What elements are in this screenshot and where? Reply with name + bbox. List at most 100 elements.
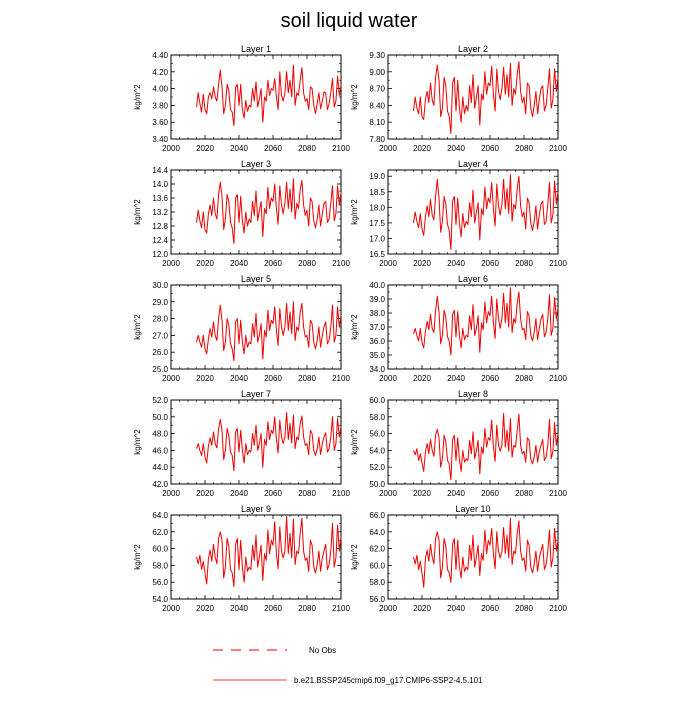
y-tick-label: 36.0: [369, 337, 385, 346]
x-tick-label: 2040: [447, 144, 465, 153]
panel-layer-3: Layer 3 2000 2020 2040 2060 2080 2100 12.0 12.4 1…: [133, 159, 350, 268]
x-tick-label: 2080: [298, 489, 316, 498]
x-tick-label: 2040: [230, 144, 248, 153]
x-tick-label: 2100: [549, 604, 567, 613]
y-tick-label: 12.4: [152, 236, 168, 245]
panel-title: Layer 3: [241, 159, 271, 169]
x-tick-label: 2040: [230, 604, 248, 613]
x-tick-label: 2020: [196, 604, 214, 613]
panel-title: Layer 1: [241, 44, 271, 54]
x-tick-label: 2020: [413, 374, 431, 383]
y-tick-label: 4.40: [152, 51, 168, 60]
x-tick-label: 2000: [162, 489, 180, 498]
series-line: [413, 174, 559, 250]
y-tick-label: 34.0: [369, 365, 385, 374]
y-tick-label: 60.0: [369, 396, 385, 405]
x-tick-label: 2100: [332, 144, 350, 153]
y-tick-label: 64.0: [369, 528, 385, 537]
x-tick-label: 2080: [298, 144, 316, 153]
x-tick-label: 2100: [332, 604, 350, 613]
x-tick-label: 2020: [413, 604, 431, 613]
x-tick-label: 2000: [379, 144, 397, 153]
x-tick-label: 2080: [515, 144, 533, 153]
y-tick-label: 9.00: [369, 68, 385, 77]
y-tick-label: 64.0: [152, 511, 168, 520]
x-tick-label: 2040: [447, 489, 465, 498]
x-tick-label: 2000: [162, 604, 180, 613]
x-tick-label: 2020: [196, 489, 214, 498]
y-tick-label: 56.0: [152, 578, 168, 587]
x-tick-label: 2100: [549, 374, 567, 383]
y-tick-label: 66.0: [369, 511, 385, 520]
y-tick-label: 48.0: [152, 430, 168, 439]
x-tick-label: 2040: [447, 374, 465, 383]
x-tick-label: 2040: [230, 374, 248, 383]
y-tick-label: 13.2: [152, 208, 168, 217]
panel-layer-9: Layer 9 2000 2020 2040 2060 2080 2100 54.0 56.0 5…: [133, 504, 350, 613]
y-axis-label: kg/m^2: [350, 84, 359, 110]
y-axis-label: kg/m^2: [133, 429, 142, 455]
y-axis-label: kg/m^2: [133, 544, 142, 570]
x-tick-label: 2040: [230, 259, 248, 268]
x-tick-label: 2000: [162, 374, 180, 383]
x-tick-label: 2080: [515, 259, 533, 268]
y-tick-label: 40.0: [369, 281, 385, 290]
y-tick-label: 60.0: [369, 561, 385, 570]
y-tick-label: 56.0: [369, 595, 385, 604]
series-line: [196, 301, 342, 362]
y-tick-label: 50.0: [369, 480, 385, 489]
y-tick-label: 27.0: [152, 331, 168, 340]
y-axis-label: kg/m^2: [350, 544, 359, 570]
panel-title: Layer 5: [241, 274, 271, 284]
panel-layer-1: Layer 1 2000 2020 2040 2060 2080 2100 3.40 3.60 3…: [133, 44, 350, 153]
legend-label-no-obs: No Obs: [309, 646, 336, 655]
panel-layer-10: Layer 10 2000 2020 2040 2060 2080 2100 56.0 58.0…: [350, 504, 567, 613]
x-tick-label: 2020: [196, 144, 214, 153]
y-axis-label: kg/m^2: [133, 314, 142, 340]
y-tick-label: 14.0: [152, 180, 168, 189]
y-tick-label: 37.0: [369, 323, 385, 332]
panels-group: Layer 1 2000 2020 2040 2060 2080 2100 3.40 3.60 3…: [133, 44, 567, 613]
panel-layer-8: Layer 8 2000 2020 2040 2060 2080 2100 50.0 52.0 5…: [350, 389, 567, 498]
y-tick-label: 7.80: [369, 135, 385, 144]
y-axis-label: kg/m^2: [350, 314, 359, 340]
y-tick-label: 18.0: [369, 203, 385, 212]
panel-title: Layer 6: [458, 274, 488, 284]
x-tick-label: 2060: [481, 374, 499, 383]
y-axis-label: kg/m^2: [133, 199, 142, 225]
y-tick-label: 19.0: [369, 172, 385, 181]
y-tick-label: 25.0: [152, 365, 168, 374]
y-tick-label: 9.30: [369, 51, 385, 60]
y-tick-label: 17.5: [369, 219, 385, 228]
x-tick-label: 2000: [379, 374, 397, 383]
x-tick-label: 2060: [481, 259, 499, 268]
panel-title: Layer 4: [458, 159, 488, 169]
y-tick-label: 54.0: [369, 446, 385, 455]
y-tick-label: 3.80: [152, 101, 168, 110]
x-tick-label: 2020: [196, 259, 214, 268]
y-axis-label: kg/m^2: [350, 199, 359, 225]
series-line: [413, 287, 559, 356]
y-tick-label: 8.40: [369, 101, 385, 110]
y-tick-label: 58.0: [369, 413, 385, 422]
y-tick-label: 52.0: [152, 396, 168, 405]
y-axis-label: kg/m^2: [350, 429, 359, 455]
x-tick-label: 2000: [379, 489, 397, 498]
x-tick-label: 2000: [162, 259, 180, 268]
y-axis-label: kg/m^2: [133, 84, 142, 110]
x-tick-label: 2020: [413, 144, 431, 153]
x-tick-label: 2040: [447, 604, 465, 613]
y-tick-label: 54.0: [152, 595, 168, 604]
y-tick-label: 39.0: [369, 295, 385, 304]
x-tick-label: 2060: [264, 604, 282, 613]
y-tick-label: 62.0: [152, 528, 168, 537]
y-tick-label: 42.0: [152, 480, 168, 489]
y-tick-label: 62.0: [369, 545, 385, 554]
y-tick-label: 13.6: [152, 194, 168, 203]
x-tick-label: 2060: [481, 604, 499, 613]
x-tick-label: 2080: [298, 604, 316, 613]
x-tick-label: 2100: [549, 489, 567, 498]
